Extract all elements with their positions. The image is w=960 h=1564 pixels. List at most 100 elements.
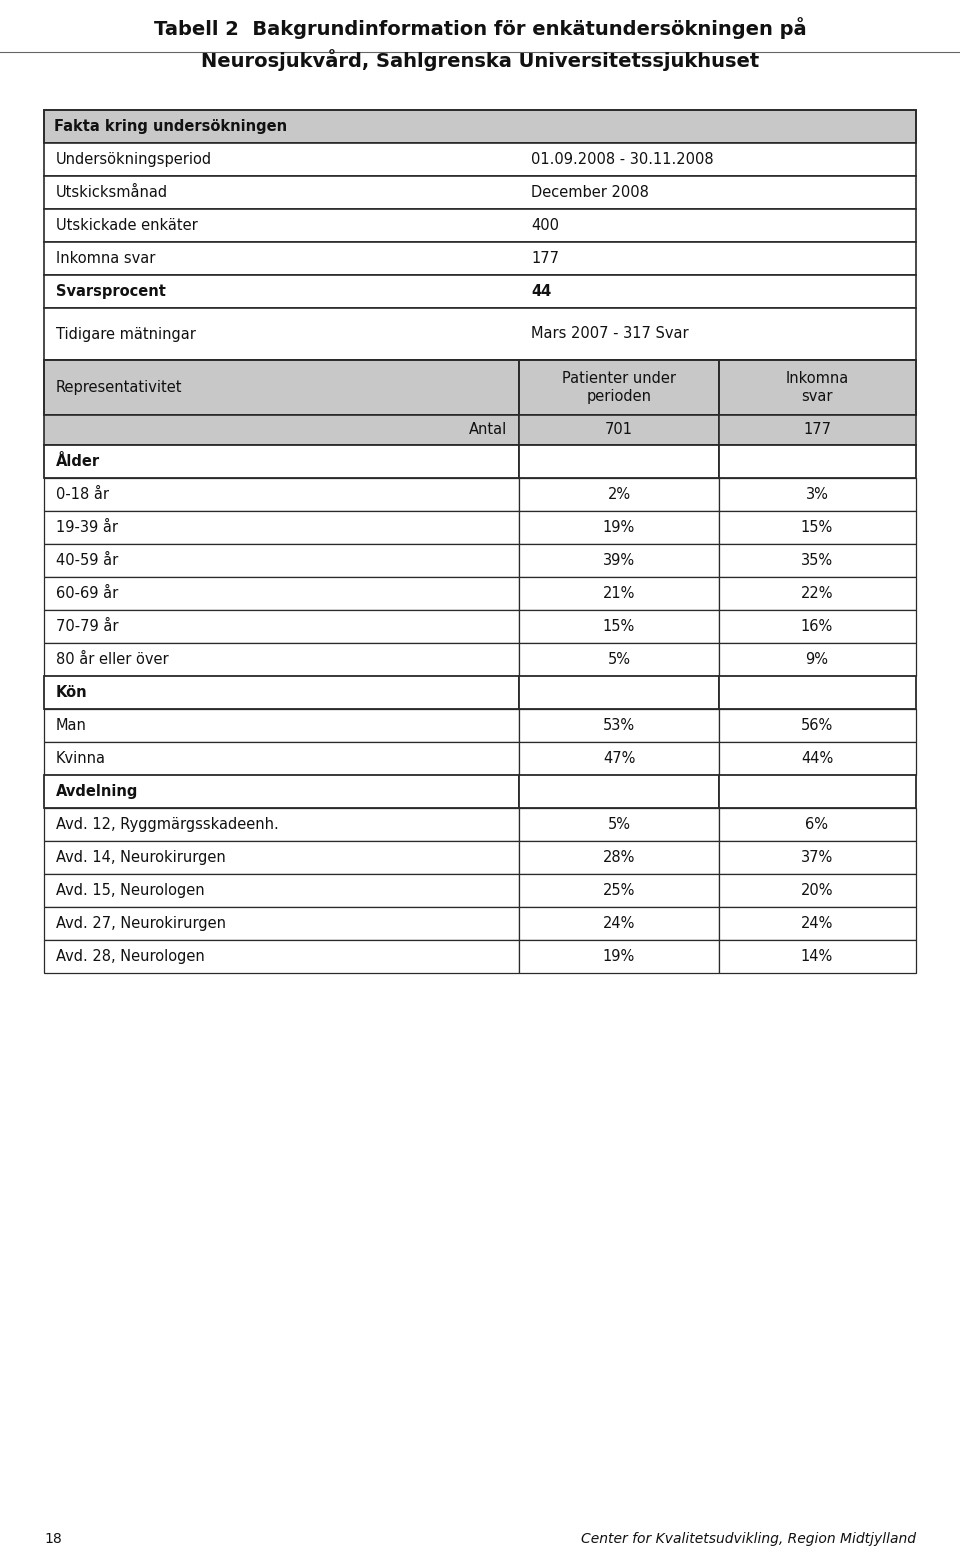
Text: Representativitet: Representativitet (56, 380, 182, 396)
Bar (519, 610, 719, 643)
Bar (719, 809, 916, 841)
Text: 37%: 37% (801, 849, 833, 865)
Bar (519, 741, 719, 776)
Bar (44, 809, 519, 841)
Text: Tabell 2  Bakgrundinformation för enkätundersökningen på: Tabell 2 Bakgrundinformation för enkätun… (154, 17, 806, 39)
Text: 70-79 år: 70-79 år (56, 619, 118, 633)
Bar (719, 676, 916, 708)
Bar (519, 841, 719, 874)
Text: 3%: 3% (805, 486, 828, 502)
Bar (44, 142, 916, 177)
Text: 400: 400 (531, 217, 559, 233)
Bar (519, 874, 719, 907)
Text: Avd. 14, Neurokirurgen: Avd. 14, Neurokirurgen (56, 849, 226, 865)
Bar (44, 414, 519, 446)
Bar (519, 414, 719, 446)
Bar (44, 577, 519, 610)
Text: 19-39 år: 19-39 år (56, 519, 118, 535)
Bar (44, 544, 519, 577)
Bar (719, 708, 916, 741)
Text: 56%: 56% (801, 718, 833, 734)
Bar (719, 446, 916, 479)
Bar (44, 841, 519, 874)
Text: Inkomna
svar: Inkomna svar (785, 371, 849, 404)
Bar (719, 360, 916, 414)
Text: Man: Man (56, 718, 86, 734)
Text: 35%: 35% (801, 554, 833, 568)
Bar (44, 308, 916, 360)
Bar (519, 643, 719, 676)
Bar (719, 544, 916, 577)
Bar (44, 479, 519, 511)
Text: Patienter under
perioden: Patienter under perioden (562, 371, 676, 404)
Text: 18: 18 (44, 1533, 61, 1545)
Bar (519, 479, 719, 511)
Text: 21%: 21% (603, 586, 636, 601)
Text: Center for Kvalitetsudvikling, Region Midtjylland: Center for Kvalitetsudvikling, Region Mi… (581, 1533, 916, 1545)
Bar (719, 907, 916, 940)
Bar (44, 210, 916, 242)
Text: Neurosjukvård, Sahlgrenska Universitetssjukhuset: Neurosjukvård, Sahlgrenska Universitetss… (201, 48, 759, 70)
Text: Kvinna: Kvinna (56, 751, 106, 766)
Bar (719, 479, 916, 511)
Bar (44, 360, 519, 414)
Text: 44%: 44% (801, 751, 833, 766)
Bar (519, 907, 719, 940)
Bar (719, 940, 916, 973)
Text: 2%: 2% (608, 486, 631, 502)
Text: Ålder: Ålder (56, 454, 100, 469)
Text: 60-69 år: 60-69 år (56, 586, 118, 601)
Text: Antal: Antal (468, 422, 507, 438)
Bar (719, 511, 916, 544)
Text: 20%: 20% (801, 884, 833, 898)
Text: 9%: 9% (805, 652, 828, 666)
Text: 15%: 15% (801, 519, 833, 535)
Text: 24%: 24% (603, 917, 636, 931)
Text: Svarsprocent: Svarsprocent (56, 285, 166, 299)
Text: Utskickade enkäter: Utskickade enkäter (56, 217, 198, 233)
Text: Kön: Kön (56, 685, 87, 701)
Bar (519, 577, 719, 610)
Bar (519, 809, 719, 841)
Bar (44, 940, 519, 973)
Bar (519, 676, 719, 708)
Text: December 2008: December 2008 (531, 185, 649, 200)
Text: 19%: 19% (603, 519, 636, 535)
Text: 40-59 år: 40-59 år (56, 554, 118, 568)
Bar (719, 414, 916, 446)
Text: Avd. 28, Neurologen: Avd. 28, Neurologen (56, 949, 204, 963)
Bar (44, 511, 519, 544)
Bar (519, 940, 719, 973)
Text: Mars 2007 - 317 Svar: Mars 2007 - 317 Svar (531, 327, 688, 341)
Text: 701: 701 (605, 422, 633, 438)
Text: 177: 177 (531, 250, 559, 266)
Text: 0-18 år: 0-18 år (56, 486, 109, 502)
Text: 25%: 25% (603, 884, 636, 898)
Bar (719, 741, 916, 776)
Bar (44, 643, 519, 676)
Text: 177: 177 (803, 422, 831, 438)
Bar (44, 610, 519, 643)
Bar (44, 446, 519, 479)
Text: 5%: 5% (608, 652, 631, 666)
Text: 14%: 14% (801, 949, 833, 963)
Text: 19%: 19% (603, 949, 636, 963)
Text: 16%: 16% (801, 619, 833, 633)
Text: Fakta kring undersökningen: Fakta kring undersökningen (54, 119, 287, 135)
Text: 28%: 28% (603, 849, 636, 865)
Bar (519, 446, 719, 479)
Bar (719, 610, 916, 643)
Text: 44: 44 (531, 285, 551, 299)
Bar (519, 360, 719, 414)
Text: 53%: 53% (603, 718, 636, 734)
Bar (44, 242, 916, 275)
Text: 15%: 15% (603, 619, 636, 633)
Bar (44, 874, 519, 907)
Text: 80 år eller över: 80 år eller över (56, 652, 169, 666)
Text: 24%: 24% (801, 917, 833, 931)
Text: Tidigare mätningar: Tidigare mätningar (56, 327, 196, 341)
Text: 22%: 22% (801, 586, 833, 601)
Text: Avd. 12, Ryggmärgsskadeenh.: Avd. 12, Ryggmärgsskadeenh. (56, 816, 278, 832)
Bar (44, 177, 916, 210)
Bar (519, 776, 719, 809)
